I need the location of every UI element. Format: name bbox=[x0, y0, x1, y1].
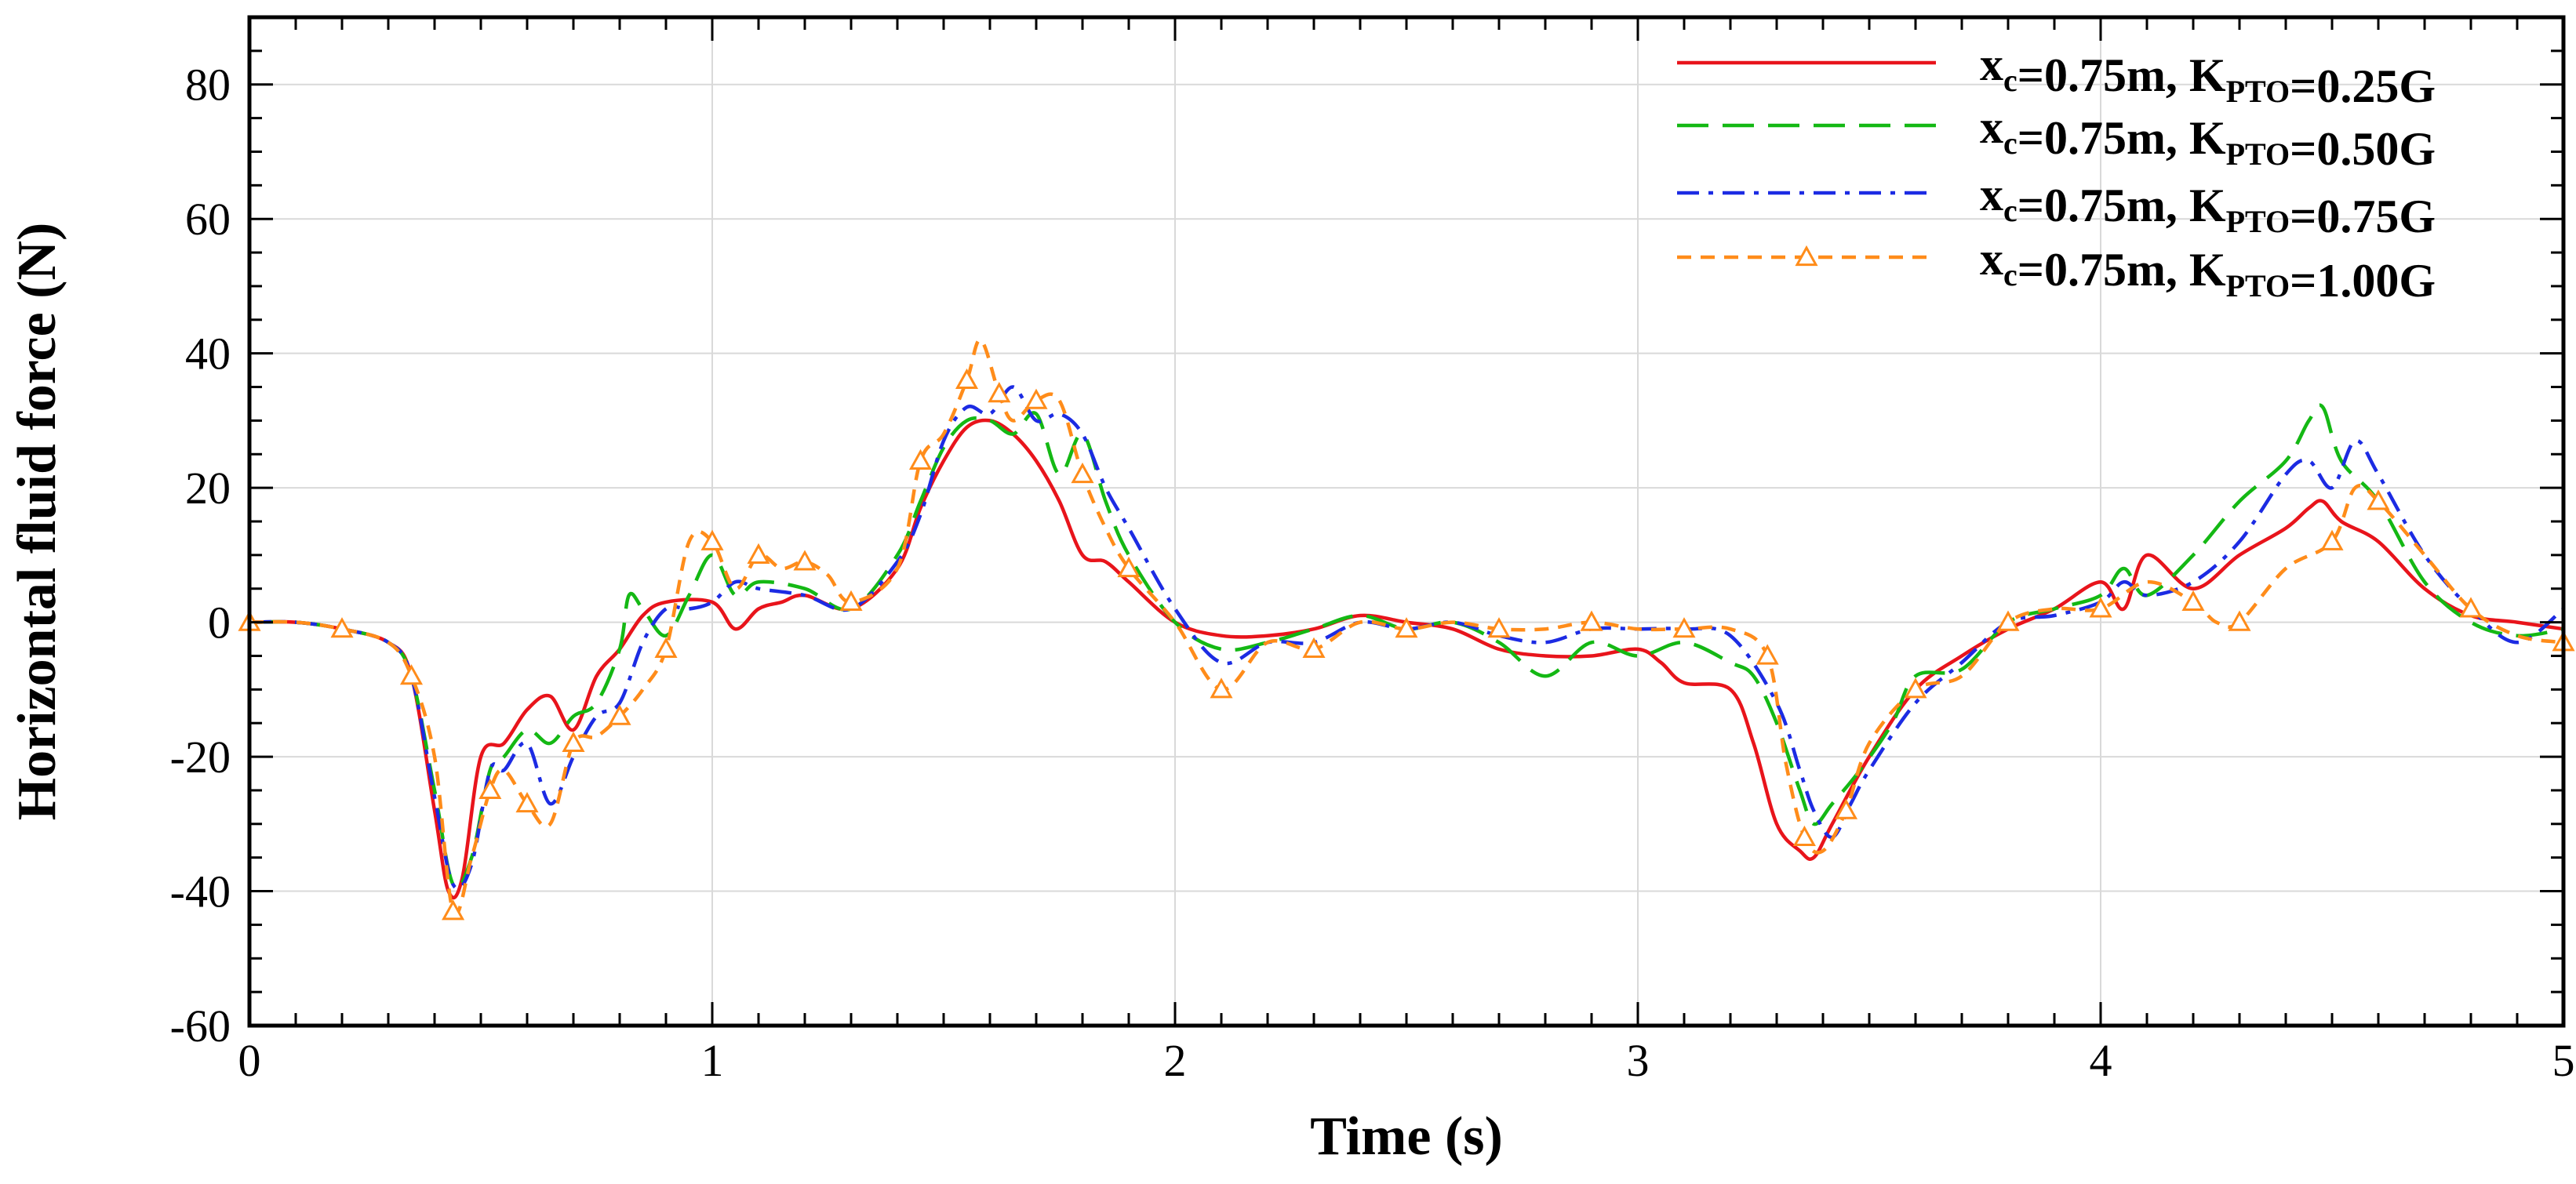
series-marker-4 bbox=[1302, 637, 1326, 658]
legend-marker-4 bbox=[1795, 245, 1818, 267]
x-tick-label: 0 bbox=[238, 1035, 261, 1086]
series-marker-4 bbox=[988, 382, 1011, 403]
series-marker-4 bbox=[478, 778, 502, 800]
series-marker-4 bbox=[654, 637, 678, 658]
series-marker-4 bbox=[2459, 597, 2483, 618]
series-marker-4 bbox=[1834, 798, 1858, 819]
series-marker-4 bbox=[1117, 556, 1141, 578]
y-tick-label: 60 bbox=[185, 194, 231, 245]
series-marker-4 bbox=[608, 704, 631, 725]
axes bbox=[247, 15, 2566, 1028]
series-marker-4 bbox=[700, 529, 724, 550]
series-marker-4 bbox=[839, 590, 863, 611]
y-tick-label: -60 bbox=[170, 1001, 231, 1051]
series-marker-4 bbox=[1996, 610, 2020, 631]
legend-label-2: xc=0.75m, KPTO=0.50G bbox=[1980, 101, 2436, 175]
legend-label-3: xc=0.75m, KPTO=0.75G bbox=[1980, 169, 2436, 242]
plot-frame bbox=[247, 15, 2566, 1028]
series-marker-4 bbox=[1672, 617, 1696, 638]
series-marker-4 bbox=[330, 617, 354, 638]
legend-label-4: xc=0.75m, KPTO=1.00G bbox=[1980, 233, 2436, 307]
series-marker-4 bbox=[2089, 597, 2112, 618]
series-marker-4 bbox=[1792, 825, 1816, 847]
x-tick-label: 4 bbox=[2090, 1035, 2112, 1086]
series-line-3 bbox=[249, 385, 2565, 891]
x-tick-label: 2 bbox=[1164, 1035, 1187, 1086]
y-tick-label: 80 bbox=[185, 60, 231, 111]
x-tick-label: 3 bbox=[1627, 1035, 1650, 1086]
y-tick-label: 40 bbox=[185, 329, 231, 380]
series-marker-4 bbox=[515, 791, 539, 813]
y-tick-label: -20 bbox=[170, 732, 231, 783]
grid bbox=[249, 17, 2563, 1026]
y-tick-label: 20 bbox=[185, 463, 231, 514]
series-marker-4 bbox=[2320, 529, 2344, 550]
series-marker-4 bbox=[1395, 617, 1418, 638]
series-marker-4 bbox=[2367, 489, 2390, 510]
x-tick-label: 1 bbox=[701, 1035, 724, 1086]
y-tick-label: -40 bbox=[170, 866, 231, 917]
series-marker-4 bbox=[1904, 677, 1927, 699]
series-marker-4 bbox=[562, 731, 585, 753]
x-axis-title: Time (s) bbox=[1310, 1106, 1503, 1167]
series-layer bbox=[238, 338, 2575, 921]
tick-labels: 0 1 2 3 4 5 -60 -40 -20 0 20 40 60 80 bbox=[170, 60, 2575, 1086]
y-tick-label: 0 bbox=[208, 597, 231, 648]
series-marker-4 bbox=[793, 550, 817, 571]
series-line-2 bbox=[249, 403, 2564, 890]
series-marker-4 bbox=[1071, 462, 1094, 484]
series-marker-4 bbox=[1024, 388, 1048, 409]
series-marker-4 bbox=[442, 899, 465, 921]
legend-label-1: xc=0.75m, KPTO=0.25G bbox=[1980, 38, 2436, 112]
series-marker-4 bbox=[1580, 610, 1603, 631]
series-marker-4 bbox=[747, 543, 770, 564]
series-line-1 bbox=[249, 418, 2564, 900]
series-marker-4 bbox=[1756, 644, 1779, 665]
series-marker-4 bbox=[2228, 610, 2251, 631]
series-marker-4 bbox=[399, 664, 424, 685]
series-marker-4 bbox=[2181, 590, 2205, 611]
series-marker-4 bbox=[1487, 617, 1511, 638]
series-marker-4 bbox=[908, 449, 933, 470]
x-tick-label: 5 bbox=[2552, 1035, 2575, 1086]
y-axis-title: Horizontal fluid force (N) bbox=[7, 223, 67, 821]
series-marker-4 bbox=[955, 368, 979, 390]
series-marker-4 bbox=[1210, 677, 1233, 699]
